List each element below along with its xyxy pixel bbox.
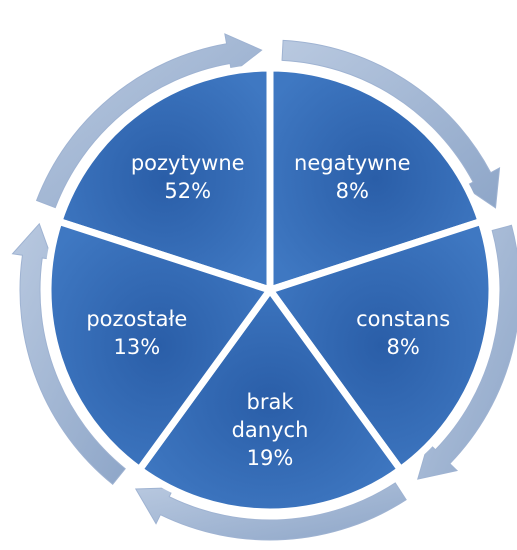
- segment-value: 19%: [246, 446, 294, 470]
- cycle-arrow: [417, 224, 517, 480]
- segment-value: 13%: [113, 335, 161, 360]
- segment: [266, 217, 496, 474]
- segment-value: 8%: [335, 178, 369, 203]
- segment-label: negatywne: [294, 150, 411, 175]
- segment: [44, 217, 274, 474]
- segment: [55, 64, 274, 294]
- segment-label: brak danych 19%: [232, 388, 309, 472]
- segment-label: pozytywne 52%: [131, 149, 245, 205]
- segment-label: constans 8%: [356, 305, 450, 361]
- cycle-arrow: [134, 482, 407, 541]
- segment: [266, 64, 485, 294]
- segment-label: brak danych: [231, 390, 309, 442]
- segment-value: 52%: [164, 178, 212, 203]
- cycle-arrow: [35, 33, 263, 209]
- segment-value: 8%: [386, 335, 420, 360]
- segment-label: pozostałe 13%: [86, 305, 187, 361]
- segment-label: pozostałe: [86, 307, 188, 332]
- cycle-arrow: [11, 222, 126, 485]
- segment-label: constans: [356, 307, 451, 332]
- segment-label: pozytywne: [130, 150, 245, 175]
- cycle-arrow: [281, 39, 501, 209]
- segment-label: negatywne 8%: [294, 149, 411, 205]
- segment: [136, 286, 404, 516]
